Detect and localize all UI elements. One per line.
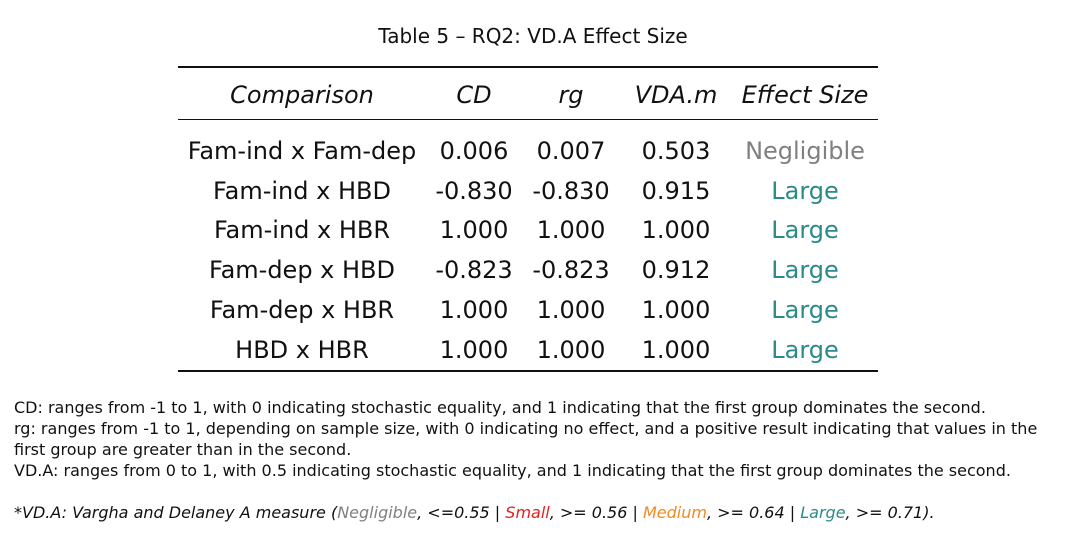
note-rg: rg: ranges from -1 to 1, depending on sa…	[14, 419, 1038, 459]
rule-large: , >= 0.71).	[845, 503, 935, 522]
cell-rg: -0.830	[532, 176, 610, 205]
cell-cd: 0.006	[439, 136, 509, 165]
header-comparison: Comparison	[230, 81, 374, 109]
cell-vda-m: 1.000	[641, 216, 711, 245]
cell-cd: -0.823	[435, 256, 513, 285]
table-body: Fam-ind x Fam-dep 0.006 0.007 0.503 Negl…	[178, 131, 878, 370]
cell-effect-size: Large	[771, 216, 839, 245]
table-row: Fam-ind x HBR 1.000 1.000 1.000 Large	[178, 211, 878, 251]
cell-comparison: Fam-ind x Fam-dep	[187, 136, 417, 165]
rule-small: , >= 0.56 |	[549, 503, 643, 522]
cell-vda-m: 0.915	[641, 176, 711, 205]
table-row: Fam-dep x HBD -0.823 -0.823 0.912 Large	[178, 250, 878, 290]
table-row: Fam-ind x Fam-dep 0.006 0.007 0.503 Negl…	[178, 131, 878, 171]
mid-rule	[178, 119, 878, 120]
header-rg: rg	[558, 81, 584, 109]
table-caption: Table 5 – RQ2: VD.A Effect Size	[378, 24, 688, 48]
legend-medium: Medium	[642, 503, 707, 522]
cell-effect-size: Negligible	[745, 136, 865, 165]
cell-effect-size: Large	[771, 256, 839, 285]
legend-negligible: Negligible	[337, 503, 418, 522]
cell-comparison: HBD x HBR	[235, 335, 369, 364]
cell-cd: -0.830	[435, 176, 513, 205]
header-vda-m: VDA.m	[634, 81, 718, 109]
header-effect-size: Effect Size	[741, 81, 869, 109]
rule-medium: , >= 0.64 |	[706, 503, 801, 522]
top-rule	[178, 66, 878, 68]
note-cd: CD: ranges from -1 to 1, with 0 indicati…	[14, 398, 986, 417]
cell-comparison: Fam-dep x HBD	[208, 256, 396, 285]
table-row: Fam-ind x HBD -0.830 -0.830 0.915 Large	[178, 171, 878, 211]
legend-small: Small	[505, 503, 550, 522]
cell-vda-m: 1.000	[641, 335, 711, 364]
footnote: *VD.A: Vargha and Delaney A measure (Neg…	[14, 503, 935, 522]
legend-large: Large	[800, 503, 846, 522]
cell-rg: 1.000	[536, 216, 606, 245]
cell-comparison: Fam-ind x HBD	[213, 176, 391, 205]
cell-vda-m: 0.503	[641, 136, 711, 165]
cell-vda-m: 1.000	[641, 296, 711, 325]
rule-negligible: , <=0.55 |	[417, 503, 506, 522]
table-row: HBD x HBR 1.000 1.000 1.000 Large	[178, 330, 878, 370]
cell-rg: -0.823	[532, 256, 610, 285]
table-notes: CD: ranges from -1 to 1, with 0 indicati…	[14, 397, 1064, 481]
cell-vda-m: 0.912	[641, 256, 711, 285]
cell-comparison: Fam-ind x HBR	[213, 216, 391, 245]
footnote-prefix: *VD.A: Vargha and Delaney A measure (	[14, 503, 338, 522]
cell-cd: 1.000	[439, 335, 509, 364]
bottom-rule	[178, 370, 878, 372]
cell-cd: 1.000	[439, 216, 509, 245]
cell-effect-size: Large	[771, 176, 839, 205]
cell-comparison: Fam-dep x HBR	[209, 296, 395, 325]
table-row: Fam-dep x HBR 1.000 1.000 1.000 Large	[178, 290, 878, 330]
header-cd: CD	[456, 81, 492, 109]
cell-cd: 1.000	[439, 296, 509, 325]
cell-rg: 1.000	[536, 296, 606, 325]
table-header: Comparison CD rg VDA.m Effect Size	[178, 78, 878, 112]
cell-effect-size: Large	[771, 296, 839, 325]
note-vda: VD.A: ranges from 0 to 1, with 0.5 indic…	[14, 461, 1011, 480]
cell-effect-size: Large	[771, 335, 839, 364]
cell-rg: 0.007	[536, 136, 606, 165]
cell-rg: 1.000	[536, 335, 606, 364]
